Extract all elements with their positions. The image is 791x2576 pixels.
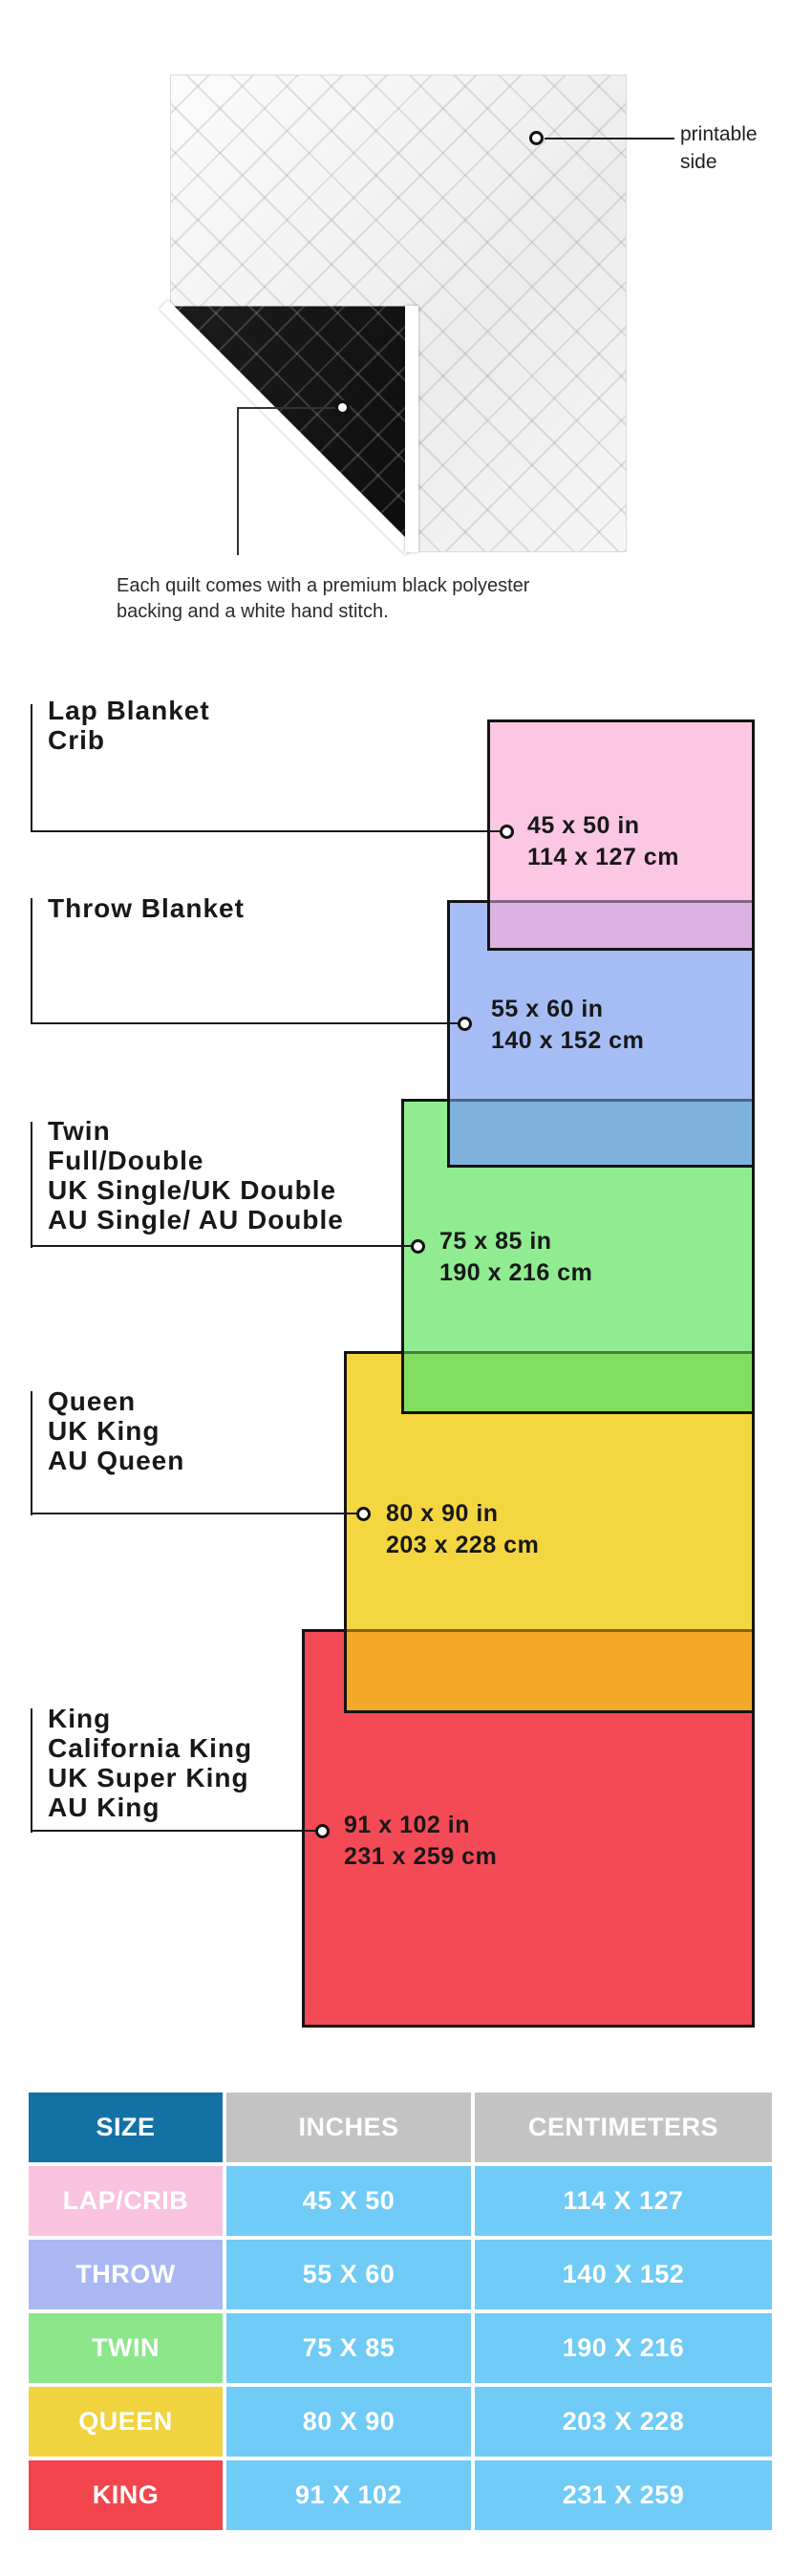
table-row-twin-size: TWIN bbox=[29, 2313, 223, 2383]
queen-marker-dot bbox=[356, 1507, 371, 1521]
king-dimensions: 91 x 102 in 231 x 259 cm bbox=[344, 1810, 497, 1873]
quilt-caption-line1: Each quilt comes with a premium black po… bbox=[117, 575, 530, 596]
king-leader-line bbox=[31, 1830, 315, 1832]
twin-leader-line bbox=[31, 1245, 411, 1247]
table-row-lap-size: LAP/CRIB bbox=[29, 2166, 223, 2236]
table-row-throw-inches: 55 X 60 bbox=[226, 2240, 471, 2309]
label-king-line4: AU King bbox=[48, 1792, 160, 1822]
queen-dimensions-inches: 80 x 90 in bbox=[386, 1500, 499, 1527]
table-row-queen-inches: 80 X 90 bbox=[226, 2387, 471, 2457]
queen-dimensions: 80 x 90 in 203 x 228 cm bbox=[386, 1498, 539, 1561]
table-row-twin-cm: 190 X 216 bbox=[475, 2313, 772, 2383]
queen-king-overlap bbox=[344, 1629, 755, 1713]
king-leader-tick bbox=[31, 1708, 32, 1833]
quilt-edge-binding bbox=[405, 306, 418, 552]
printable-side-leader-line bbox=[545, 138, 674, 140]
lap-marker-dot bbox=[500, 825, 514, 839]
quilt-caption-line2: backing and a white hand stitch. bbox=[117, 601, 389, 622]
quilt-caption: Each quilt comes with a premium black po… bbox=[117, 573, 529, 625]
throw-leader-line bbox=[31, 1022, 458, 1024]
queen-dimensions-cm: 203 x 228 cm bbox=[386, 1532, 540, 1558]
printable-side-label: printable side bbox=[680, 120, 758, 176]
label-twin-line2: Full/Double bbox=[48, 1146, 204, 1175]
table-header-size: SIZE bbox=[29, 2093, 223, 2162]
label-queen: Queen UK King AU Queen bbox=[48, 1386, 184, 1475]
backing-marker-dot bbox=[335, 400, 350, 415]
quilt-figure bbox=[159, 75, 627, 555]
queen-leader-tick bbox=[31, 1391, 32, 1515]
lap-throw-overlap bbox=[487, 900, 755, 951]
table-row-queen-size: QUEEN bbox=[29, 2387, 223, 2457]
lap-dimensions-cm: 114 x 127 cm bbox=[527, 844, 679, 870]
throw-dimensions-cm: 140 x 152 cm bbox=[491, 1027, 645, 1054]
label-twin-line3: UK Single/UK Double bbox=[48, 1175, 337, 1205]
label-king-line2: California King bbox=[48, 1733, 253, 1763]
lap-rectangle-outline bbox=[487, 719, 755, 951]
throw-twin-overlap bbox=[447, 1099, 755, 1168]
twin-dimensions-cm: 190 x 216 cm bbox=[439, 1259, 593, 1286]
queen-leader-line bbox=[31, 1513, 356, 1514]
lap-leader-line bbox=[31, 830, 500, 832]
printable-side-label-line2: side bbox=[680, 151, 717, 173]
lap-leader-tick bbox=[31, 704, 32, 832]
table-row-king-size: KING bbox=[29, 2460, 223, 2530]
label-queen-line3: AU Queen bbox=[48, 1446, 185, 1475]
label-king-line3: UK Super King bbox=[48, 1763, 249, 1792]
printable-side-label-line1: printable bbox=[680, 123, 758, 145]
lap-dimensions-inches: 45 x 50 in bbox=[527, 812, 640, 839]
king-dimensions-inches: 91 x 102 in bbox=[344, 1812, 470, 1838]
size-table: SIZE INCHES CENTIMETERS LAP/CRIB 45 X 50… bbox=[29, 2093, 772, 2530]
label-king-line1: King bbox=[48, 1704, 112, 1733]
table-row-king-cm: 231 X 259 bbox=[475, 2460, 772, 2530]
lap-dimensions: 45 x 50 in 114 x 127 cm bbox=[527, 810, 679, 873]
label-throw: Throw Blanket bbox=[48, 893, 245, 923]
table-row-lap-cm: 114 X 127 bbox=[475, 2166, 772, 2236]
throw-leader-tick bbox=[31, 898, 32, 1024]
label-twin-line1: Twin bbox=[48, 1116, 111, 1146]
label-king: King California King UK Super King AU Ki… bbox=[48, 1704, 252, 1822]
table-row-twin-inches: 75 X 85 bbox=[226, 2313, 471, 2383]
twin-dimensions-inches: 75 x 85 in bbox=[439, 1228, 552, 1255]
label-twin: Twin Full/Double UK Single/UK Double AU … bbox=[48, 1116, 344, 1234]
label-queen-line2: UK King bbox=[48, 1416, 160, 1446]
twin-dimensions: 75 x 85 in 190 x 216 cm bbox=[439, 1226, 592, 1289]
table-row-throw-cm: 140 X 152 bbox=[475, 2240, 772, 2309]
twin-marker-dot bbox=[411, 1239, 425, 1254]
label-lap: Lap Blanket Crib bbox=[48, 696, 210, 755]
king-marker-dot bbox=[315, 1824, 330, 1838]
label-twin-line4: AU Single/ AU Double bbox=[48, 1205, 344, 1234]
king-dimensions-cm: 231 x 259 cm bbox=[344, 1843, 498, 1870]
label-throw-line1: Throw Blanket bbox=[48, 893, 245, 923]
twin-queen-overlap bbox=[401, 1351, 755, 1414]
table-row-throw-size: THROW bbox=[29, 2240, 223, 2309]
table-header-centimeters: CENTIMETERS bbox=[475, 2093, 772, 2162]
table-row-king-inches: 91 X 102 bbox=[226, 2460, 471, 2530]
backing-leader-line-horizontal bbox=[237, 407, 335, 409]
table-row-queen-cm: 203 X 228 bbox=[475, 2387, 772, 2457]
throw-dimensions: 55 x 60 in 140 x 152 cm bbox=[491, 994, 644, 1057]
twin-leader-tick bbox=[31, 1122, 32, 1248]
printable-side-marker-dot bbox=[529, 131, 544, 145]
throw-dimensions-inches: 55 x 60 in bbox=[491, 996, 604, 1022]
label-queen-line1: Queen bbox=[48, 1386, 137, 1416]
table-row-lap-inches: 45 X 50 bbox=[226, 2166, 471, 2236]
label-lap-line2: Crib bbox=[48, 725, 105, 755]
table-header-inches: INCHES bbox=[226, 2093, 471, 2162]
throw-marker-dot bbox=[458, 1017, 472, 1031]
label-lap-line1: Lap Blanket bbox=[48, 696, 210, 725]
backing-leader-line-vertical bbox=[237, 407, 239, 555]
